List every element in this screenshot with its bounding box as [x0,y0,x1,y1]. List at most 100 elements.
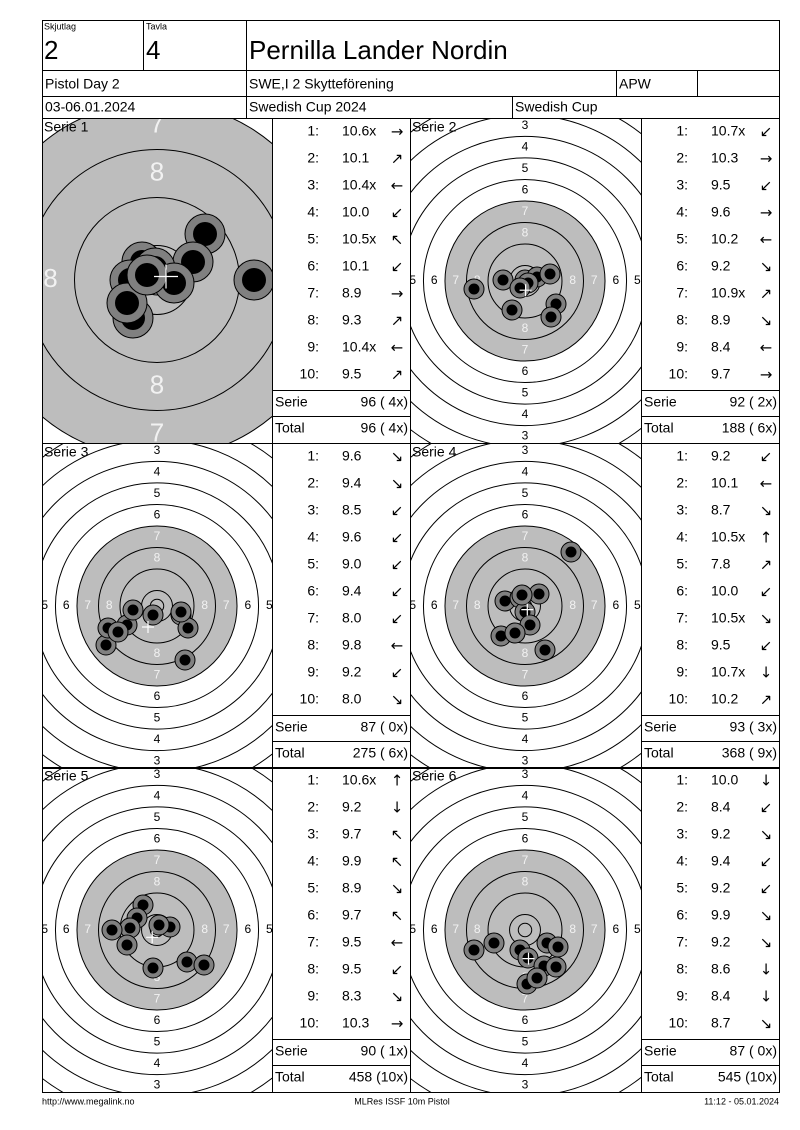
shot-number: 2: [676,799,688,815]
shot-hole [509,627,521,639]
ring [487,568,563,644]
shot-number: 10: [669,1015,688,1031]
ring-number: 6 [63,598,70,612]
shot-number: 5: [676,880,688,896]
shot-direction: → [391,123,404,141]
footer-url: http://www.megalink.no [42,1096,135,1106]
shot-number: 4: [676,529,688,545]
shot-number: 7: [676,610,688,626]
shot-direction: ↙ [391,556,404,574]
shot-value: 10.4x [342,177,376,193]
shot-direction: ↖ [391,853,404,871]
ring-number: 4 [154,464,161,478]
shot-number: 8: [676,312,688,328]
ring-number: 8 [150,369,164,399]
inner-ten [517,922,533,938]
shot-number: 8: [676,961,688,977]
shot-number: 7: [307,285,319,301]
shot-value: 8.4 [711,339,731,355]
ring [410,784,641,1076]
shot-value: 10.7x [711,123,745,139]
ring-number: 6 [431,598,438,612]
shot-value: 10.5x [711,610,745,626]
ring [410,135,641,427]
ring-number: 6 [154,831,161,845]
mean-cross [521,603,534,616]
shot-direction: ↘ [760,826,773,844]
ring-number: 7 [522,853,529,867]
shot-direction: → [760,366,773,384]
ring-number: 7 [84,598,91,612]
shot-direction: ↖ [391,826,404,844]
shot-value: 9.9 [711,907,731,923]
shot-value: 10.1 [342,150,369,166]
ring-number: 4 [522,788,529,802]
shot-direction: ↗ [391,366,404,384]
ring-number: 5 [154,810,161,824]
ring-number: 7 [223,922,230,936]
shot-value: 9.5 [711,637,731,653]
ring-number: 6 [522,689,529,703]
shot-direction: ↘ [391,988,404,1006]
shot-direction: ↙ [391,664,404,682]
shot-hole [514,282,526,294]
club: SWE,I 2 Skytteförening [249,76,394,92]
shot-number: 8: [307,312,319,328]
ring-number: 5 [266,598,273,612]
shot-hole [112,626,124,638]
ring-number: 8 [154,874,161,888]
ring-number: 6 [612,598,619,612]
ring-number: 6 [154,689,161,703]
ring-number: 5 [409,273,416,287]
shot-number: 3: [307,502,319,518]
shot-direction: ↓ [760,772,773,790]
shot-number: 3: [307,826,319,842]
shot-value: 10.7x [711,664,745,680]
ring-number: 8 [474,922,481,936]
serie-label: Serie [644,394,677,410]
total-label: Total [275,1069,305,1085]
ring-number: 4 [522,464,529,478]
shot-number: 4: [676,204,688,220]
shot-number: 2: [676,475,688,491]
shot-hole [137,899,149,911]
ring-number: 5 [154,486,161,500]
shooter-name: Pernilla Lander Nordin [249,35,508,65]
mean-cross [142,621,154,633]
shot-direction: ↙ [391,583,404,601]
shot-hole [115,291,139,315]
ring-number: 6 [244,598,251,612]
ring-number: 7 [154,529,161,543]
shot-value: 10.9x [711,285,745,301]
shot-value: 9.4 [342,583,362,599]
shot-number: 6: [307,907,319,923]
shot-direction: ↘ [391,691,404,709]
shot-direction: → [760,150,773,168]
ring-number: 8 [522,225,529,239]
ring [76,849,238,1011]
ring-number: 5 [266,922,273,936]
shot-number: 2: [307,475,319,491]
serie-score: 90 ( 1x) [361,1043,408,1059]
shot-value: 8.9 [342,285,362,301]
shot-direction: ↙ [391,610,404,628]
shot-number: 3: [676,177,688,193]
total-score: 275 ( 6x) [353,745,408,761]
shot-value: 10.1 [342,258,369,274]
ring [465,546,585,666]
competition: Pistol Day 2 [45,76,120,92]
serie-score: 96 ( 4x) [361,394,408,410]
ring-number: 6 [431,922,438,936]
shot-hole [175,606,187,618]
ring-number: 8 [474,598,481,612]
ring [465,221,585,341]
ring-number: 7 [591,273,598,287]
total-label: Total [275,420,305,436]
ring [487,243,563,319]
ring-number: 3 [522,429,529,443]
serie-score: 93 ( 3x) [730,719,777,735]
